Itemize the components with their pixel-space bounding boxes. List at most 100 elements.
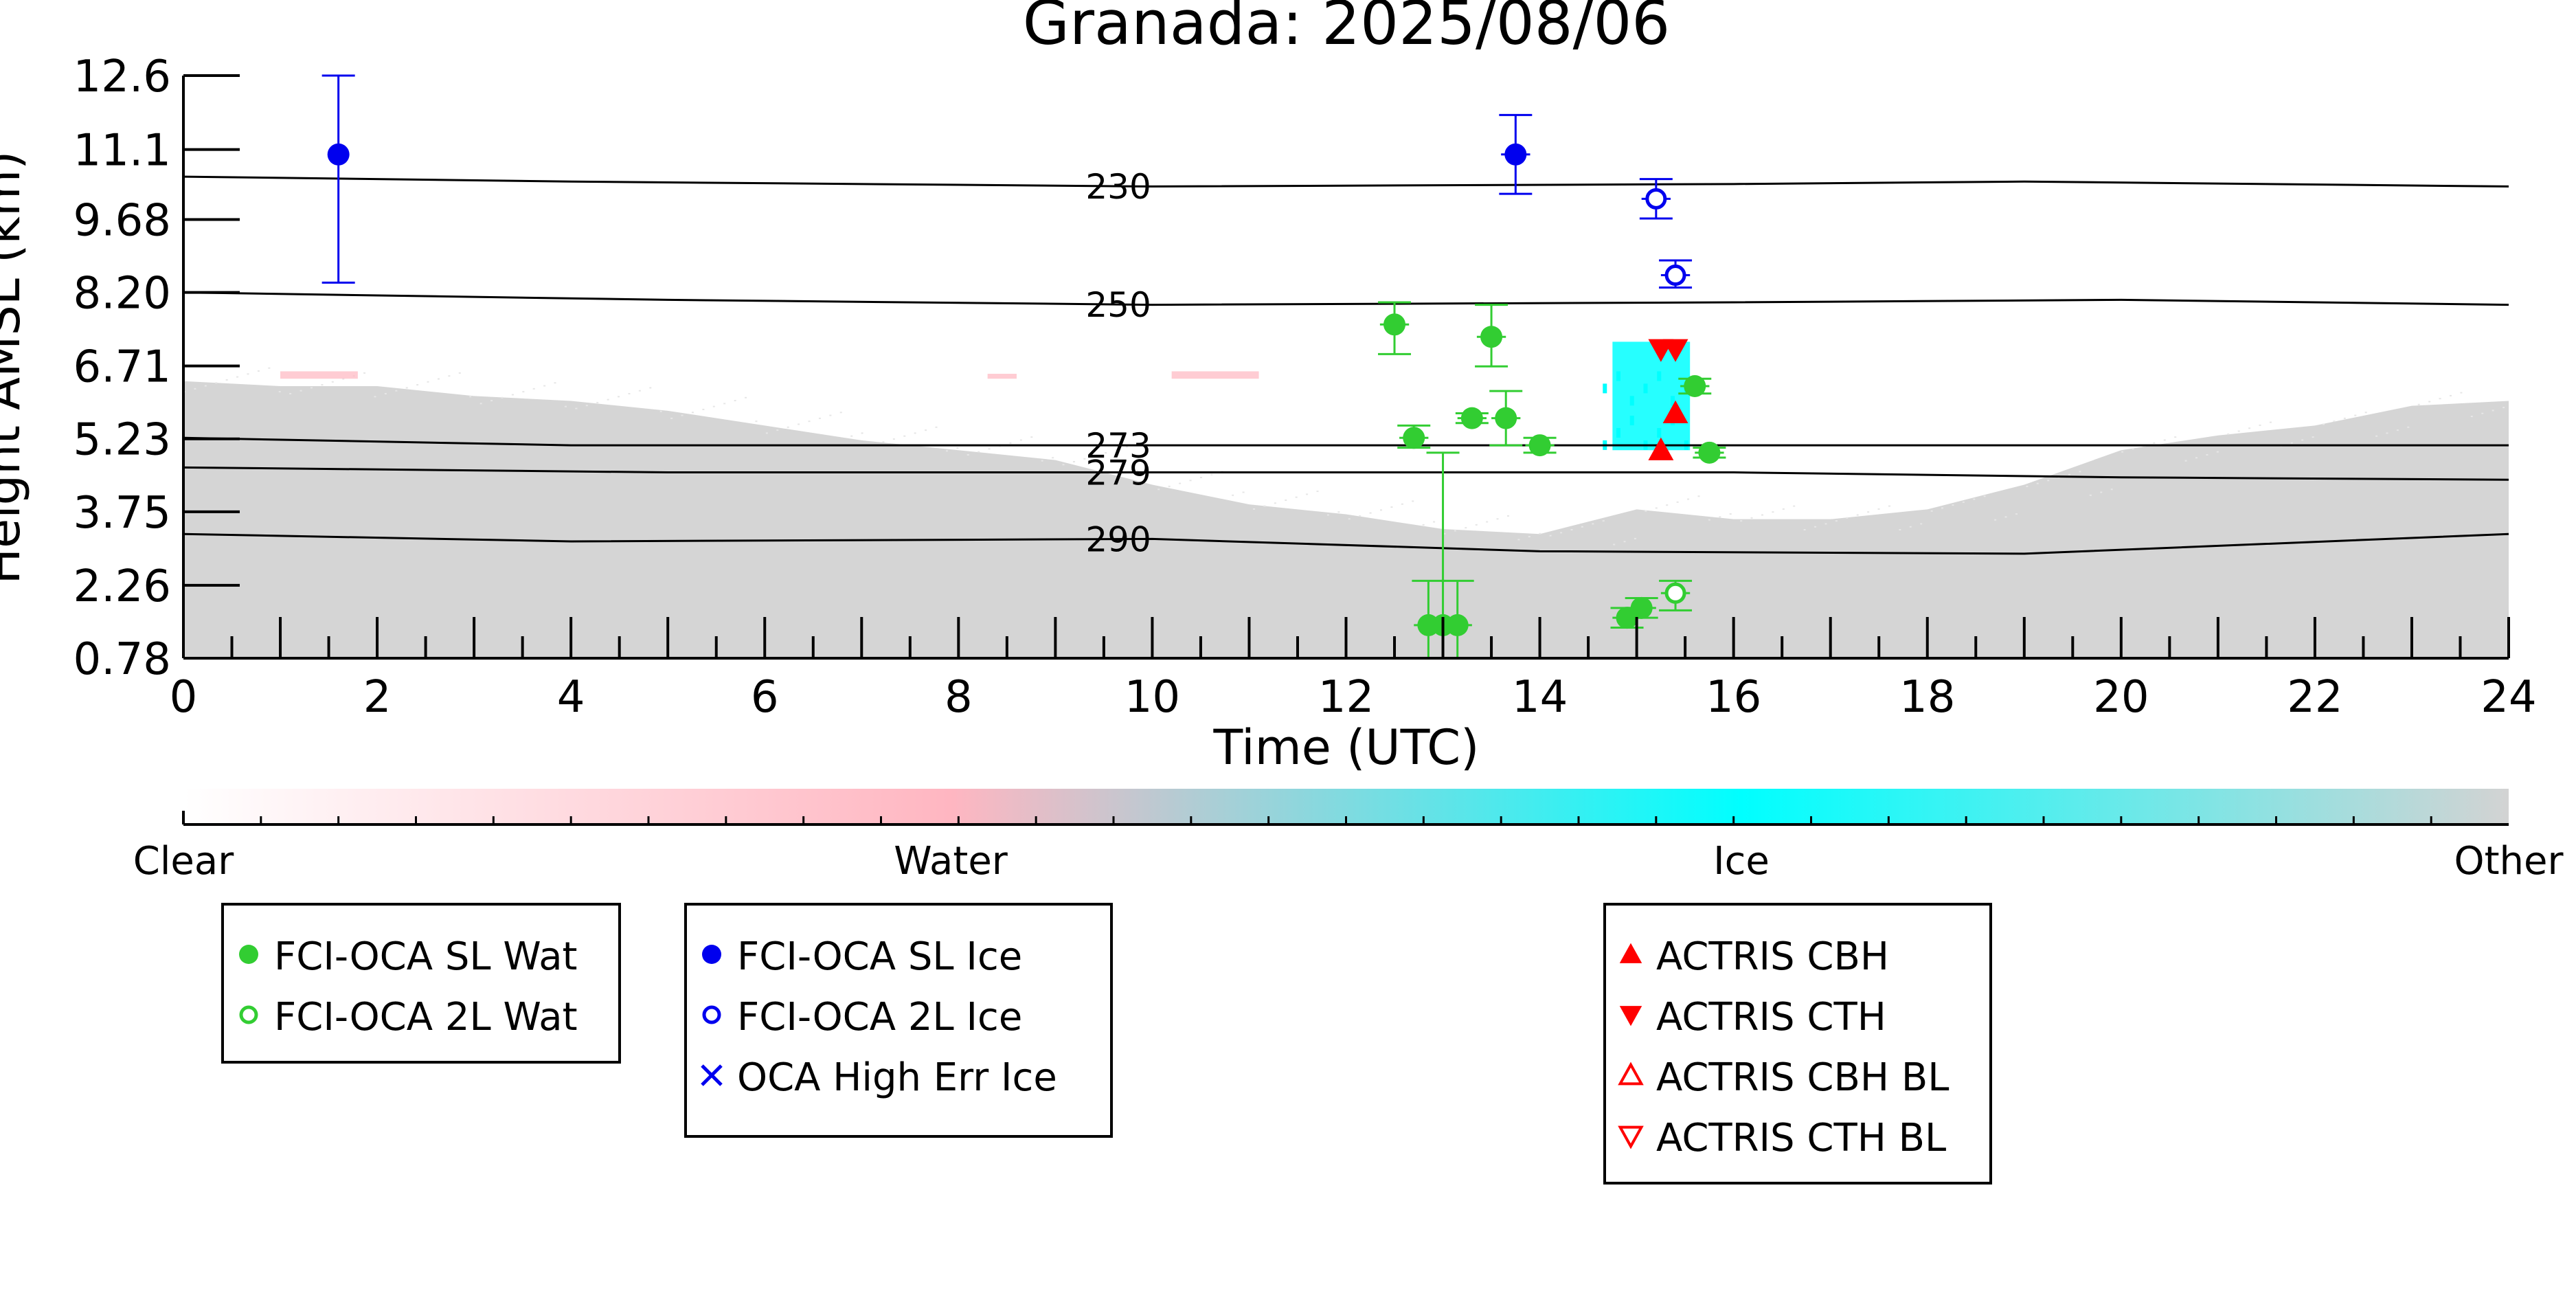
marker-circle-filled xyxy=(1403,427,1425,449)
marker-circle-filled xyxy=(1684,374,1706,397)
texture-speck xyxy=(2407,426,2410,428)
texture-speck xyxy=(649,387,652,389)
texture-speck xyxy=(945,450,948,452)
texture-speck xyxy=(501,396,504,398)
texture-speck xyxy=(808,420,811,423)
texture-speck xyxy=(204,385,207,387)
texture-speck xyxy=(2290,442,2293,444)
texture-speck xyxy=(967,453,969,456)
legend-entry: ACTRIS CTH BL xyxy=(1618,1116,1946,1160)
x-tick-label: 14 xyxy=(1512,672,1568,723)
texture-speck xyxy=(554,382,556,384)
y-tick-label: 8.20 xyxy=(74,269,172,319)
texture-speck xyxy=(628,393,631,395)
texture-speck xyxy=(1094,455,1096,457)
x-tick-label: 2 xyxy=(363,672,392,723)
legend-label: ACTRIS CBH xyxy=(1656,934,1889,979)
texture-speck xyxy=(1105,452,1107,454)
texture-speck xyxy=(374,396,376,398)
texture-speck xyxy=(1899,529,1901,531)
legend-box: FCI-OCA SL Ice FCI-OCA 2L Ice OCA High Err… xyxy=(684,903,1113,1138)
x-tick-label: 0 xyxy=(170,672,198,723)
texture-speck xyxy=(1052,457,1054,459)
texture-speck xyxy=(1846,517,1849,519)
x-tick-label: 8 xyxy=(945,672,973,723)
ice-speck xyxy=(1670,396,1675,406)
texture-speck xyxy=(798,423,800,425)
texture-speck xyxy=(2269,421,2272,423)
marker-circle-open xyxy=(239,1005,258,1024)
texture-speck xyxy=(1009,442,1012,444)
texture-speck xyxy=(829,414,832,416)
data-point xyxy=(1625,596,1658,619)
ice-speck xyxy=(1629,396,1634,406)
texture-speck xyxy=(1168,485,1171,487)
texture-speck xyxy=(1613,543,1616,546)
legend-frame xyxy=(221,903,621,1064)
texture-speck xyxy=(2132,448,2134,450)
data-point xyxy=(1678,374,1712,397)
marker-triangle-up xyxy=(1618,1062,1644,1086)
chart-title: Granada: 2025/08/06 xyxy=(1023,0,1671,58)
ice-speck xyxy=(1603,383,1607,394)
legend-label: ACTRIS CTH BL xyxy=(1656,1116,1946,1160)
texture-speck xyxy=(1782,508,1785,510)
ice-speck xyxy=(1616,427,1621,438)
texture-speck xyxy=(787,426,789,428)
marker-circle-filled xyxy=(1480,326,1503,348)
texture-speck xyxy=(1253,508,1256,510)
texture-speck xyxy=(892,438,895,440)
data-point xyxy=(1639,178,1673,220)
texture-speck xyxy=(723,403,726,405)
texture-speck xyxy=(448,375,451,377)
legend-label: FCI-OCA 2L Ice xyxy=(737,995,1022,1040)
texture-speck xyxy=(1729,513,1732,515)
texture-speck xyxy=(2364,412,2367,414)
x-axis-label: Time (UTC) xyxy=(1213,719,1480,776)
texture-speck xyxy=(1772,511,1774,513)
series-actris-cbh xyxy=(1648,400,1688,460)
texture-speck xyxy=(384,393,387,395)
texture-speck xyxy=(342,378,345,380)
texture-speck xyxy=(490,400,493,402)
x-tick-label: 24 xyxy=(2481,672,2536,723)
marker-circle-filled xyxy=(239,945,258,964)
texture-speck xyxy=(2227,433,2230,435)
texture-speck xyxy=(1539,532,1541,535)
isotherm-273: 273 xyxy=(183,426,2509,466)
marker-x-stroke xyxy=(701,1064,723,1086)
texture-speck xyxy=(1528,536,1530,538)
texture-speck xyxy=(1295,496,1298,498)
texture-speck xyxy=(479,403,482,405)
texture-speck xyxy=(1019,439,1022,441)
data-point xyxy=(1489,390,1523,447)
texture-speck xyxy=(1824,523,1827,525)
texture-speck xyxy=(2047,480,2050,482)
texture-speck xyxy=(1581,526,1583,528)
texture-speck xyxy=(278,391,281,393)
texture-speck xyxy=(1496,518,1499,520)
data-point xyxy=(1523,434,1557,457)
texture-speck xyxy=(1761,514,1763,516)
texture-speck xyxy=(2089,494,2092,496)
texture-speck xyxy=(1316,491,1319,493)
texture-speck xyxy=(1062,464,1065,466)
texture-speck xyxy=(2174,436,2177,438)
texture-speck xyxy=(712,405,715,407)
texture-speck xyxy=(395,390,398,392)
texture-speck xyxy=(691,412,694,414)
texture-speck xyxy=(1136,469,1139,471)
texture-speck xyxy=(2449,394,2452,396)
texture-speck xyxy=(1623,541,1626,543)
texture-speck xyxy=(2015,513,2018,515)
texture-speck xyxy=(532,388,535,390)
texture-speck xyxy=(1645,510,1647,512)
texture-speck xyxy=(2386,432,2388,434)
texture-speck xyxy=(1941,507,1944,509)
data-point xyxy=(1440,579,1474,660)
texture-speck xyxy=(1189,480,1192,482)
texture-speck xyxy=(1697,495,1700,497)
legend-box: FCI-OCA SL Wat FCI-OCA 2L Wat xyxy=(221,903,621,1064)
texture-speck xyxy=(850,435,853,437)
